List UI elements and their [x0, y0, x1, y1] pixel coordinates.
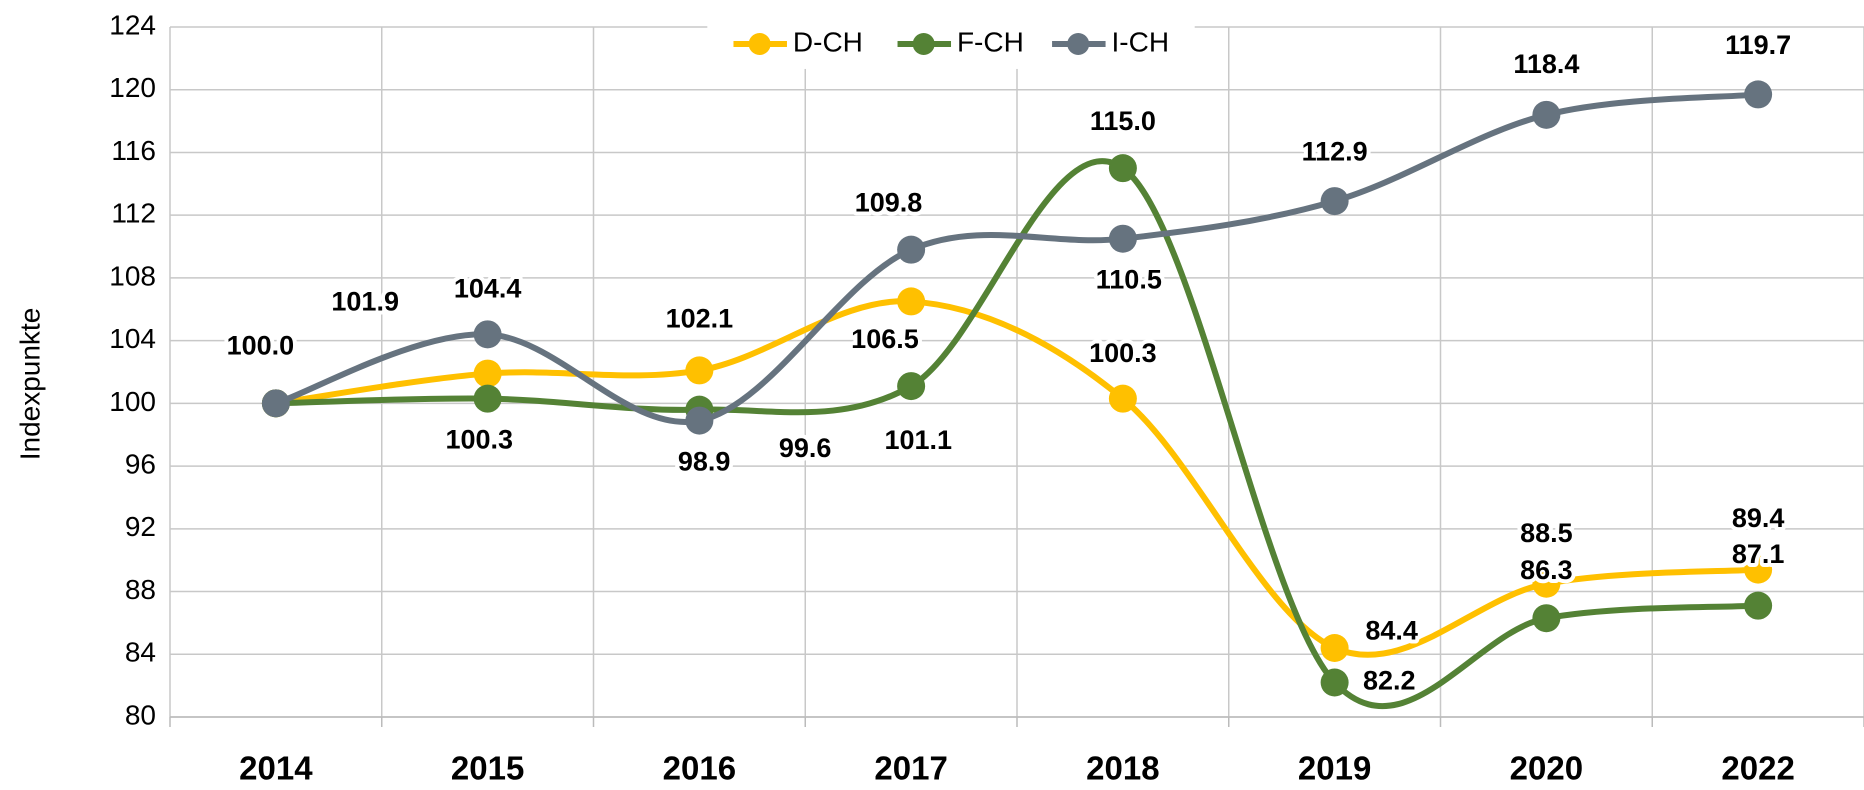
data-label: 110.5: [1096, 265, 1162, 295]
legend-label: D-CH: [793, 26, 863, 57]
y-tick-label: 88: [125, 574, 156, 605]
data-point: [261, 389, 290, 418]
data-point: [1320, 634, 1349, 662]
data-label: 102.1: [666, 304, 734, 334]
x-tick-label: 2019: [1298, 750, 1371, 787]
data-point: [897, 372, 926, 401]
data-point: [1532, 100, 1561, 129]
y-tick-label: 120: [109, 72, 156, 103]
x-tick-label: 2015: [451, 750, 524, 787]
x-tick-label: 2022: [1721, 750, 1794, 787]
x-tick-label: 2017: [874, 750, 947, 787]
series-line: [275, 298, 1759, 658]
legend-label: F-CH: [957, 26, 1024, 57]
legend-marker: [912, 32, 935, 55]
series-line: [274, 91, 1759, 425]
data-point: [1320, 668, 1349, 697]
data-point: [897, 287, 926, 316]
data-point: [1108, 224, 1137, 253]
data-label: 100.3: [446, 425, 514, 455]
data-point: [685, 356, 714, 385]
y-tick-label: 84: [125, 637, 156, 668]
data-point: [1108, 384, 1137, 413]
data-label: 115.0: [1090, 106, 1156, 136]
x-tick-label: 2020: [1510, 750, 1583, 787]
data-label: 87.1: [1732, 539, 1785, 569]
data-label: 98.9: [678, 447, 731, 477]
legend: D-CH F-CH I-CH: [707, 21, 1195, 69]
data-label: 104.4: [454, 274, 522, 304]
data-point: [1744, 591, 1773, 620]
y-tick-label: 124: [109, 9, 156, 40]
y-tick-label: 112: [111, 198, 156, 229]
data-label: 82.2: [1363, 666, 1416, 696]
data-label: 89.4: [1732, 503, 1785, 533]
data-point: [1108, 154, 1137, 183]
legend-marker: [1067, 32, 1090, 55]
y-tick-label: 116: [111, 135, 156, 166]
x-tick-label: 2016: [663, 750, 736, 787]
data-point: [473, 359, 502, 388]
data-label: 100.3: [1089, 338, 1157, 368]
data-label: 106.5: [851, 324, 919, 354]
data-label: 118.4: [1513, 49, 1579, 79]
data-point: [1744, 80, 1773, 109]
series-line: [275, 158, 1759, 710]
data-point: [685, 406, 714, 435]
y-tick-label: 80: [125, 699, 156, 730]
y-axis-label: Indexpunkte: [14, 308, 45, 461]
data-label: 101.9: [331, 287, 399, 317]
data-point: [1744, 555, 1773, 584]
y-tick-label: 100: [109, 386, 156, 417]
data-label: 99.6: [779, 433, 832, 463]
data-label: 101.1: [884, 425, 952, 455]
data-label: 88.5: [1520, 518, 1573, 548]
y-tick-label: 108: [109, 260, 156, 291]
y-tick-label: 96: [125, 448, 156, 479]
data-label: 119.7: [1725, 30, 1791, 60]
legend-label: I-CH: [1112, 26, 1170, 57]
data-point: [1320, 187, 1349, 216]
data-label: 84.4: [1365, 616, 1418, 646]
data-label: 100.0: [227, 331, 295, 361]
data-point: [1532, 604, 1561, 633]
data-point: [473, 384, 502, 413]
x-tick-label: 2018: [1086, 750, 1159, 787]
y-tick-label: 104: [109, 323, 156, 354]
x-tick-label: 2014: [239, 750, 313, 787]
data-point: [473, 320, 502, 349]
data-point: [1532, 569, 1561, 598]
data-point: [897, 235, 926, 264]
legend-marker: [748, 32, 771, 55]
data-label: 86.3: [1520, 555, 1573, 585]
y-tick-label: 92: [125, 511, 156, 542]
data-label: 112.9: [1302, 137, 1368, 167]
data-label: 109.8: [855, 188, 923, 218]
